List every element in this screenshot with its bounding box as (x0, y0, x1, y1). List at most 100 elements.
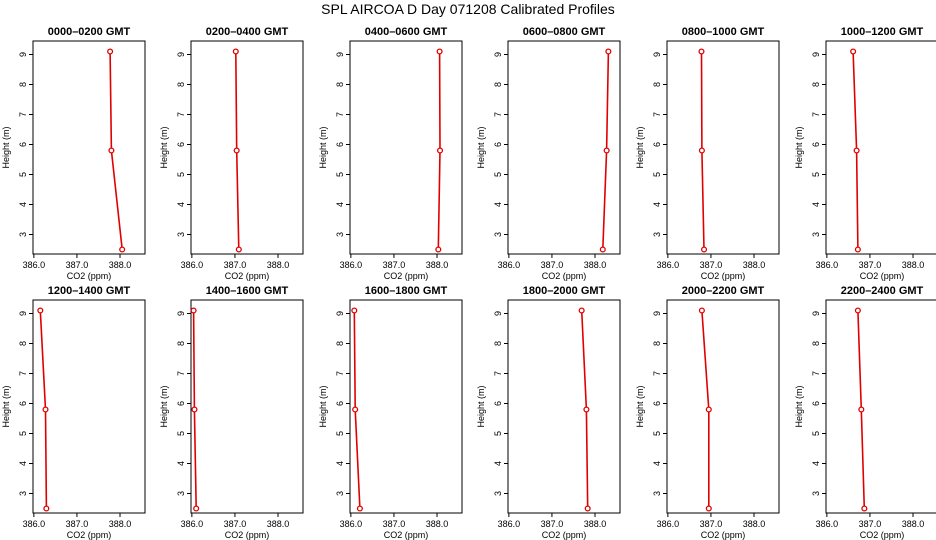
y-tick-label: 5 (176, 431, 186, 436)
y-tick-label: 5 (335, 431, 345, 436)
data-point (861, 505, 868, 512)
y-tick-label: 4 (176, 202, 186, 207)
y-tick-label: 9 (18, 311, 28, 316)
data-point (705, 505, 712, 512)
y-tick-label: 3 (811, 232, 821, 237)
y-tick-label: 4 (652, 202, 662, 207)
x-tick-label: 387.0 (383, 519, 406, 529)
y-tick-label: 6 (493, 401, 503, 406)
plot-frame (825, 299, 936, 514)
y-tick-label: 6 (811, 142, 821, 147)
data-point (42, 406, 49, 413)
data-point (583, 406, 590, 413)
x-tick-label: 386.0 (181, 519, 204, 529)
x-tick-label: 386.0 (816, 260, 839, 270)
panel-title: 0000–0200 GMT (48, 26, 131, 38)
x-axis-label: CO2 (ppm) (384, 271, 429, 281)
y-tick-label: 8 (176, 341, 186, 346)
plot-frame (507, 40, 621, 255)
x-tick-label: 386.0 (498, 519, 521, 529)
y-axis-label: Height (m) (159, 385, 169, 427)
y-tick-label: 6 (176, 401, 186, 406)
x-tick-label: 388.0 (902, 260, 925, 270)
y-tick-label: 9 (18, 52, 28, 57)
y-tick-label: 6 (335, 401, 345, 406)
x-tick-label: 388.0 (426, 519, 449, 529)
data-point (605, 48, 612, 55)
y-tick-label: 9 (176, 311, 186, 316)
data-point (232, 48, 239, 55)
y-tick-label: 7 (652, 371, 662, 376)
y-tick-label: 8 (335, 341, 345, 346)
data-point (436, 147, 444, 154)
y-tick-label: 6 (18, 401, 28, 406)
y-tick-label: 5 (652, 172, 662, 177)
y-tick-label: 3 (493, 232, 503, 237)
y-tick-label: 6 (18, 142, 28, 147)
y-tick-label: 3 (335, 232, 345, 237)
y-tick-label: 7 (811, 112, 821, 117)
plot-frame (32, 40, 146, 255)
data-point (705, 406, 712, 413)
y-tick-label: 8 (811, 82, 821, 87)
x-tick-label: 387.0 (66, 519, 89, 529)
x-axis-label: CO2 (ppm) (860, 271, 905, 281)
data-point (193, 505, 200, 512)
data-point (108, 147, 115, 154)
y-tick-label: 4 (176, 461, 186, 466)
y-tick-label: 7 (652, 112, 662, 117)
y-axis-label: Height (m) (635, 385, 645, 427)
y-tick-label: 7 (493, 112, 503, 117)
y-tick-label: 8 (493, 341, 503, 346)
data-point (119, 246, 126, 253)
y-tick-label: 9 (811, 311, 821, 316)
plot-frame (190, 40, 304, 255)
data-point (191, 406, 198, 413)
y-tick-label: 5 (493, 172, 503, 177)
y-tick-label: 7 (18, 112, 28, 117)
y-axis-label: Height (m) (159, 126, 169, 168)
y-tick-label: 9 (811, 52, 821, 57)
x-axis-label: CO2 (ppm) (225, 271, 270, 281)
data-point (698, 48, 705, 55)
y-tick-label: 5 (811, 172, 821, 177)
data-point (351, 307, 358, 314)
panel-title: 0200–0400 GMT (206, 26, 289, 38)
y-tick-label: 4 (811, 461, 821, 466)
y-tick-label: 9 (335, 52, 345, 57)
data-point (700, 246, 708, 253)
y-tick-label: 9 (176, 52, 186, 57)
x-tick-label: 387.0 (541, 519, 564, 529)
x-tick-label: 388.0 (584, 260, 607, 270)
plot-frame (349, 40, 463, 255)
panel-title: 0400–0600 GMT (365, 26, 448, 38)
y-tick-label: 6 (176, 142, 186, 147)
x-tick-label: 388.0 (902, 519, 925, 529)
x-axis-label: CO2 (ppm) (542, 530, 587, 540)
panel-title: 1600–1800 GMT (365, 285, 448, 297)
y-tick-label: 6 (335, 142, 345, 147)
x-axis-label: CO2 (ppm) (701, 530, 746, 540)
x-axis-label: CO2 (ppm) (701, 271, 746, 281)
data-point (603, 147, 610, 154)
x-axis-label: CO2 (ppm) (67, 271, 112, 281)
y-tick-label: 8 (335, 82, 345, 87)
x-tick-label: 388.0 (426, 260, 449, 270)
x-axis-label: CO2 (ppm) (67, 530, 112, 540)
x-axis-label: CO2 (ppm) (860, 530, 905, 540)
data-point (698, 147, 705, 154)
x-tick-label: 387.0 (859, 260, 882, 270)
y-tick-label: 5 (335, 172, 345, 177)
data-point (436, 48, 443, 55)
x-tick-label: 387.0 (859, 519, 882, 529)
y-tick-label: 4 (335, 202, 345, 207)
x-axis-label: CO2 (ppm) (384, 530, 429, 540)
plot-frame (825, 40, 936, 255)
y-tick-label: 7 (176, 371, 186, 376)
panel-title: 0600–0800 GMT (523, 26, 606, 38)
